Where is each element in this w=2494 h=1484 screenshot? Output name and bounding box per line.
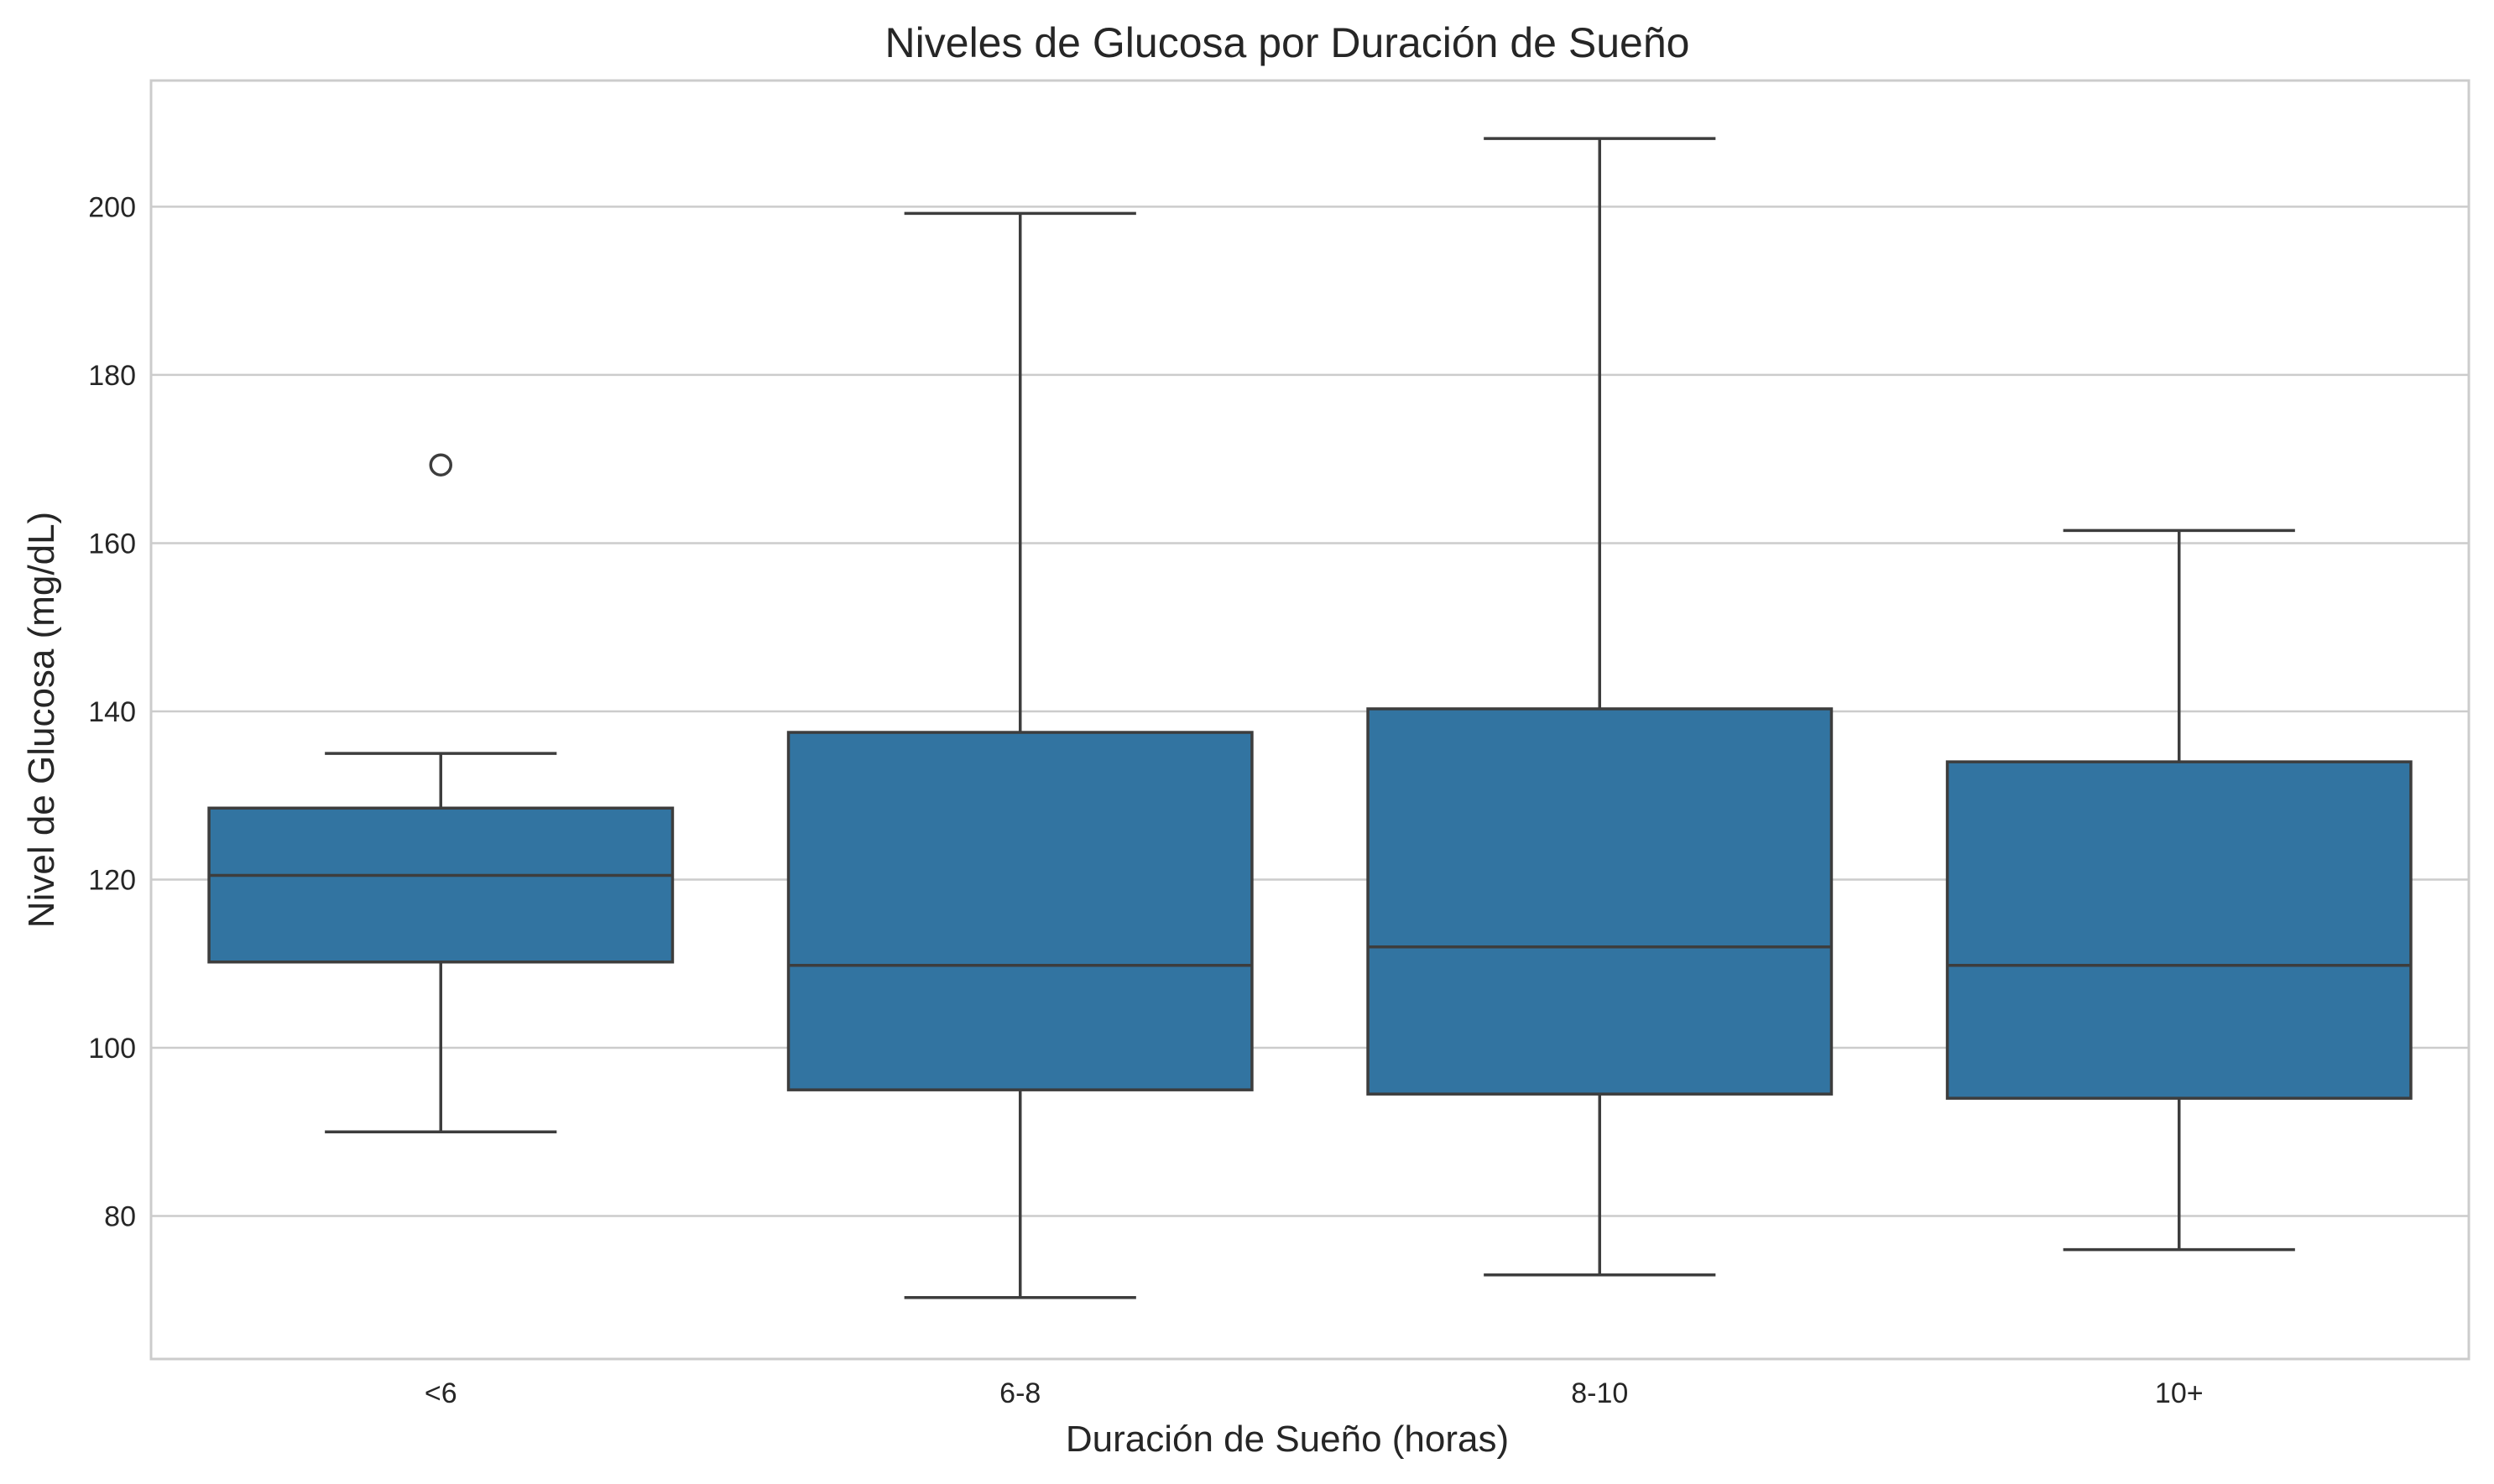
y-tick-label: 160 <box>88 528 136 560</box>
outlier-point <box>429 453 452 476</box>
y-tick-label: 80 <box>104 1201 136 1233</box>
x-tick-label: <6 <box>425 1377 457 1409</box>
box-group <box>207 453 675 1134</box>
plot-area <box>149 79 2471 1361</box>
y-tick-label: 200 <box>88 191 136 223</box>
y-axis-ticks: 80 100 120 140 160 180 200 <box>88 191 136 1232</box>
iqr-box <box>1366 707 1834 1096</box>
box-group <box>1366 137 1834 1277</box>
x-axis-label: Duración de Sueño (horas) <box>1066 1419 1509 1460</box>
box-group <box>786 211 1254 1299</box>
y-tick-label: 100 <box>88 1033 136 1065</box>
y-axis-label: Nivel de Glucosa (mg/dL) <box>21 512 62 928</box>
iqr-box <box>207 806 675 964</box>
y-tick-label: 140 <box>88 696 136 728</box>
iqr-box <box>786 731 1254 1091</box>
x-tick-label: 8-10 <box>1571 1377 1628 1409</box>
box-group <box>1945 529 2413 1252</box>
chart-title: Niveles de Glucosa por Duración de Sueño <box>885 19 1690 66</box>
y-tick-label: 120 <box>88 865 136 897</box>
x-tick-label: 10+ <box>2155 1377 2204 1409</box>
boxes <box>207 137 2413 1299</box>
y-tick-label: 180 <box>88 360 136 392</box>
x-tick-label: 6-8 <box>999 1377 1041 1409</box>
x-axis-ticks: <6 6-8 8-10 10+ <box>425 1377 2204 1409</box>
iqr-box <box>1945 760 2413 1100</box>
